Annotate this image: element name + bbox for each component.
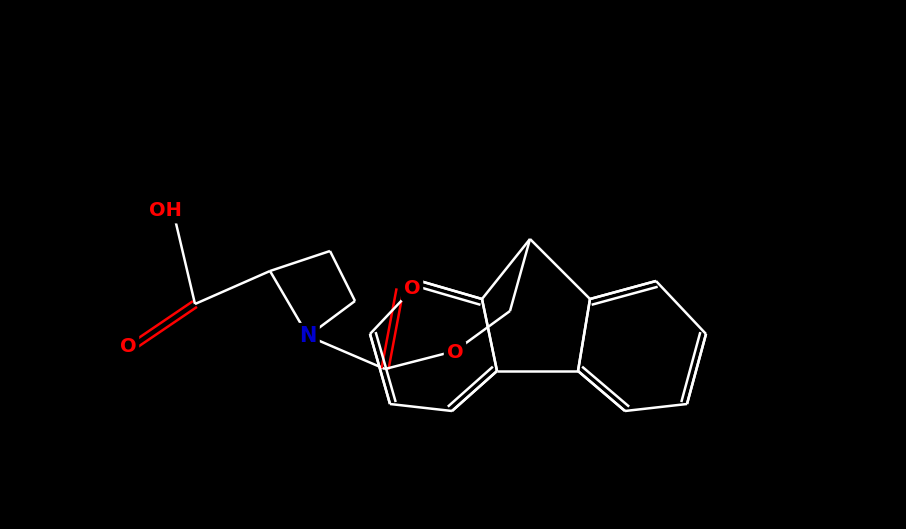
Text: O: O: [404, 279, 420, 298]
Text: N: N: [299, 326, 317, 346]
Text: OH: OH: [149, 202, 181, 221]
Text: O: O: [120, 336, 136, 355]
Text: O: O: [447, 343, 463, 362]
